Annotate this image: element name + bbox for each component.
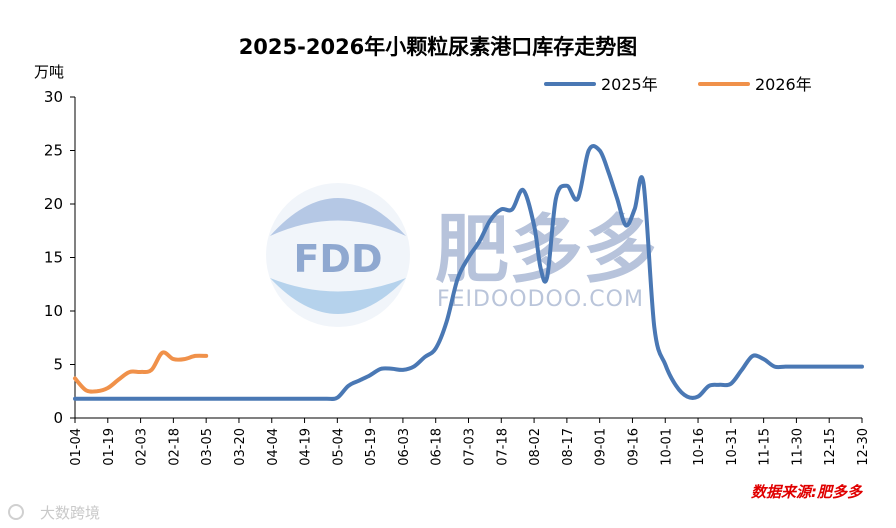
x-tick-label: 07-03 bbox=[463, 428, 478, 466]
fdd-logo-icon: FDD bbox=[266, 183, 410, 327]
x-axis: 01-04 01-19 02-03 02-18 03-05 03-20 04-04 04-19… bbox=[69, 417, 871, 466]
x-tick-label: 10-31 bbox=[725, 428, 740, 466]
y-tick-label: 15 bbox=[44, 249, 63, 267]
data-source: 数据来源:肥多多 bbox=[751, 483, 863, 501]
y-tick-label: 25 bbox=[44, 142, 63, 160]
y-axis-unit: 万吨 bbox=[34, 63, 64, 81]
x-tick-label: 09-01 bbox=[594, 428, 609, 466]
y-tick-label: 10 bbox=[44, 302, 63, 320]
legend: 2025年 2026年 bbox=[544, 75, 812, 94]
corner-logo-icon bbox=[8, 504, 24, 520]
corner-mark: 大数跨境 bbox=[8, 504, 100, 522]
series-line-2026年 bbox=[73, 350, 209, 394]
x-tick-label: 02-03 bbox=[135, 428, 150, 466]
x-tick-label: 09-16 bbox=[626, 428, 641, 466]
x-tick-label: 04-19 bbox=[299, 428, 314, 466]
x-tick-label: 03-20 bbox=[233, 428, 248, 466]
y-axis: 0 5 10 15 20 25 30 bbox=[44, 88, 76, 427]
x-tick-label: 10-01 bbox=[659, 428, 674, 466]
x-tick-label: 03-05 bbox=[200, 428, 215, 466]
chart-title: 2025-2026年小颗粒尿素港口库存走势图 bbox=[239, 35, 638, 59]
y-tick-label: 20 bbox=[44, 195, 63, 213]
x-tick-label: 07-18 bbox=[495, 428, 510, 466]
x-tick-label: 04-04 bbox=[266, 428, 281, 466]
x-tick-label: 10-16 bbox=[692, 428, 707, 466]
y-tick-label: 30 bbox=[44, 88, 63, 106]
legend-label-2025: 2025年 bbox=[601, 75, 658, 94]
x-tick-label: 08-17 bbox=[561, 428, 576, 466]
y-tick-label: 0 bbox=[53, 409, 63, 427]
x-tick-label: 11-30 bbox=[790, 428, 805, 466]
y-tick-label: 5 bbox=[53, 356, 63, 374]
x-tick-label: 01-19 bbox=[102, 428, 117, 466]
legend-label-2026: 2026年 bbox=[755, 75, 812, 94]
x-tick-label: 08-02 bbox=[528, 428, 543, 466]
x-tick-label: 05-04 bbox=[331, 428, 346, 466]
series-layer bbox=[73, 144, 864, 401]
x-tick-label: 12-30 bbox=[856, 428, 871, 466]
x-tick-label: 01-04 bbox=[69, 428, 84, 466]
x-tick-label: 12-15 bbox=[823, 428, 838, 466]
watermark-name-en: FEIDOODOO.COM bbox=[437, 287, 644, 312]
series-line-2025年 bbox=[73, 144, 864, 401]
watermark: FDD 肥多多 FEIDOODOO.COM bbox=[266, 183, 657, 327]
x-tick-label: 06-03 bbox=[397, 428, 412, 466]
watermark-logo-text: FDD bbox=[293, 237, 382, 281]
corner-mark-text: 大数跨境 bbox=[40, 504, 100, 522]
x-tick-label: 06-18 bbox=[430, 428, 445, 466]
x-tick-label: 11-15 bbox=[758, 428, 773, 466]
x-tick-label: 05-19 bbox=[364, 428, 379, 466]
x-tick-label: 02-18 bbox=[167, 428, 182, 466]
